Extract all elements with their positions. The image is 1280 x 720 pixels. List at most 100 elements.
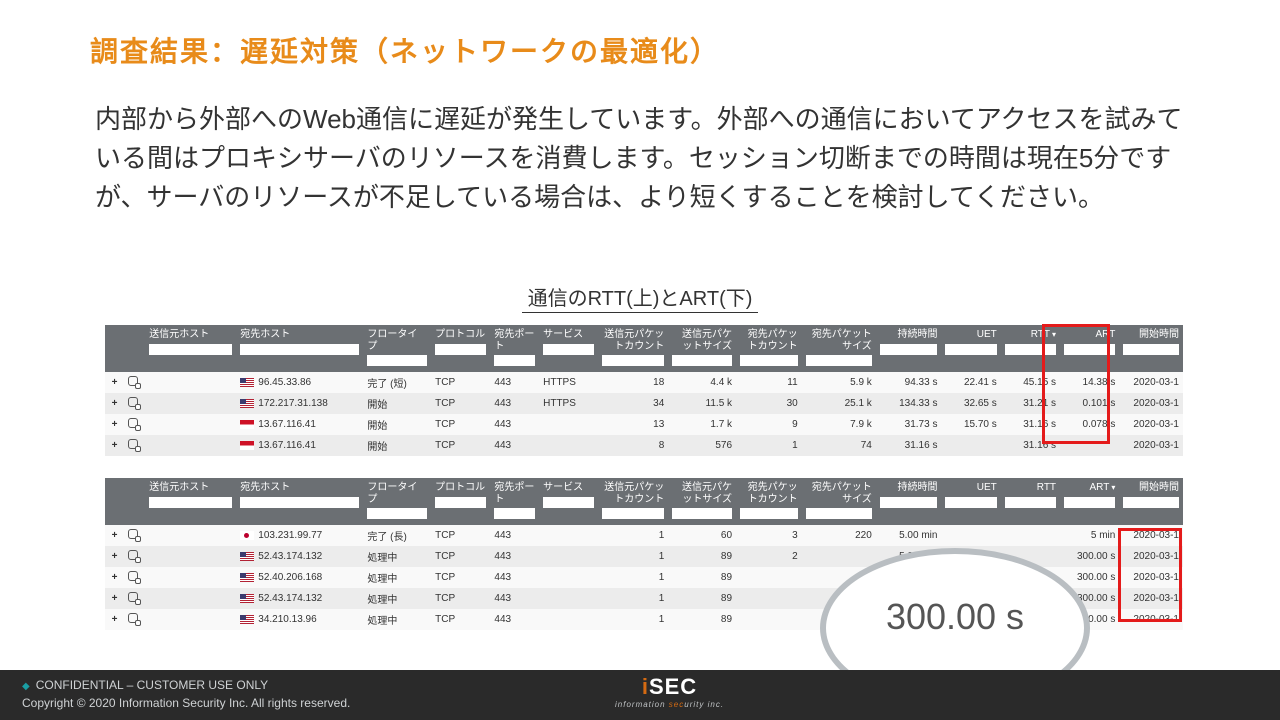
col-expand[interactable] [105, 325, 124, 372]
filter-dst[interactable] [240, 344, 359, 355]
expand-icon[interactable]: + [105, 393, 124, 414]
filter-flow[interactable] [367, 355, 427, 366]
filter-uet[interactable] [945, 344, 996, 355]
flag-icon [240, 420, 254, 429]
filter-spkt[interactable] [602, 355, 664, 366]
filter-dst[interactable] [240, 497, 359, 508]
cell-spkt: 1 [598, 546, 668, 567]
expand-icon[interactable]: + [105, 435, 124, 456]
filter-rtt[interactable] [1005, 497, 1056, 508]
flag-icon [240, 531, 254, 540]
cell-flow: 処理中 [363, 546, 431, 567]
col-flow[interactable]: フロータイプ [363, 325, 431, 372]
cell-uet: 22.41 s [941, 372, 1000, 393]
sub-caption: 通信のRTT(上)とART(下) [0, 282, 1280, 311]
col-start[interactable]: 開始時間 [1119, 325, 1183, 372]
footer-logo: iSEC information security inc. [615, 674, 724, 709]
col-svc[interactable]: サービス [539, 325, 598, 372]
col-dsize[interactable]: 宛先パケットサイズ [802, 325, 876, 372]
filter-svc[interactable] [543, 497, 594, 508]
filter-dpkt[interactable] [740, 355, 798, 366]
filter-port[interactable] [494, 355, 535, 366]
filter-dpkt[interactable] [740, 508, 798, 519]
col-svc[interactable]: サービス [539, 478, 598, 525]
col-port[interactable]: 宛先ポート [490, 478, 539, 525]
col-act[interactable] [124, 325, 145, 372]
filter-ssize[interactable] [672, 355, 732, 366]
filter-proto[interactable] [435, 497, 486, 508]
cell-src [145, 372, 236, 393]
flag-icon [240, 573, 254, 582]
col-port[interactable]: 宛先ポート [490, 325, 539, 372]
col-flow[interactable]: フロータイプ [363, 478, 431, 525]
filter-ssize[interactable] [672, 508, 732, 519]
filter-start[interactable] [1123, 344, 1179, 355]
expand-icon[interactable]: + [105, 414, 124, 435]
col-rtt[interactable]: RTT [1001, 325, 1060, 372]
table-row[interactable]: +172.217.31.138開始TCP443HTTPS3411.5 k3025… [105, 393, 1183, 414]
filter-art[interactable] [1064, 497, 1115, 508]
col-dpkt[interactable]: 宛先パケットカウント [736, 478, 802, 525]
col-uet[interactable]: UET [941, 325, 1000, 372]
expand-icon[interactable]: + [105, 609, 124, 630]
expand-icon[interactable]: + [105, 372, 124, 393]
cell-start: 2020-03-1 [1119, 567, 1183, 588]
col-spkt[interactable]: 送信元パケットカウント [598, 325, 668, 372]
link-icon [128, 418, 138, 428]
col-ssize[interactable]: 送信元パケットサイズ [668, 325, 736, 372]
zoom-callout: 300.00 s [820, 548, 1090, 668]
cell-start: 2020-03-1 [1119, 609, 1183, 630]
filter-rtt[interactable] [1005, 344, 1056, 355]
expand-icon[interactable]: + [105, 525, 124, 546]
cell-rtt: 31.16 s [1001, 414, 1060, 435]
expand-icon[interactable]: + [105, 588, 124, 609]
col-src[interactable]: 送信元ホスト [145, 325, 236, 372]
cell-svc [539, 525, 598, 546]
col-art[interactable]: ART [1060, 325, 1119, 372]
expand-icon[interactable]: + [105, 567, 124, 588]
filter-spkt[interactable] [602, 508, 664, 519]
filter-dsize[interactable] [806, 355, 872, 366]
table-row[interactable]: +13.67.116.41開始TCP443857617431.16 s31.16… [105, 435, 1183, 456]
filter-dsize[interactable] [806, 508, 872, 519]
col-dsize[interactable]: 宛先パケットサイズ [802, 478, 876, 525]
col-uet[interactable]: UET [941, 478, 1000, 525]
filter-dur[interactable] [880, 497, 938, 508]
cell-uet [941, 525, 1000, 546]
col-proto[interactable]: プロトコル [431, 325, 490, 372]
table-row[interactable]: +103.231.99.77完了 (長)TCP44316032205.00 mi… [105, 525, 1183, 546]
col-dur[interactable]: 持続時間 [876, 478, 942, 525]
col-spkt[interactable]: 送信元パケットカウント [598, 478, 668, 525]
filter-src[interactable] [149, 497, 232, 508]
col-dur[interactable]: 持続時間 [876, 325, 942, 372]
filter-dur[interactable] [880, 344, 938, 355]
filter-src[interactable] [149, 344, 232, 355]
col-dst[interactable]: 宛先ホスト [236, 325, 363, 372]
filter-art[interactable] [1064, 344, 1115, 355]
cell-start: 2020-03-1 [1119, 435, 1183, 456]
table-row[interactable]: +96.45.33.86完了 (短)TCP443HTTPS184.4 k115.… [105, 372, 1183, 393]
filter-flow[interactable] [367, 508, 427, 519]
flag-icon [240, 399, 254, 408]
cell-proto: TCP [431, 546, 490, 567]
expand-icon[interactable]: + [105, 546, 124, 567]
col-dst[interactable]: 宛先ホスト [236, 478, 363, 525]
col-start[interactable]: 開始時間 [1119, 478, 1183, 525]
filter-port[interactable] [494, 508, 535, 519]
filter-uet[interactable] [945, 497, 996, 508]
col-ssize[interactable]: 送信元パケットサイズ [668, 478, 736, 525]
col-rtt[interactable]: RTT [1001, 478, 1060, 525]
col-proto[interactable]: プロトコル [431, 478, 490, 525]
col-dpkt[interactable]: 宛先パケットカウント [736, 325, 802, 372]
table-row[interactable]: +13.67.116.41開始TCP443131.7 k97.9 k31.73 … [105, 414, 1183, 435]
filter-start[interactable] [1123, 497, 1179, 508]
cell-flow: 処理中 [363, 567, 431, 588]
col-expand[interactable] [105, 478, 124, 525]
filter-svc[interactable] [543, 344, 594, 355]
filter-proto[interactable] [435, 344, 486, 355]
cell-dst: 172.217.31.138 [236, 393, 363, 414]
col-art[interactable]: ART [1060, 478, 1119, 525]
cell-proto: TCP [431, 609, 490, 630]
col-act[interactable] [124, 478, 145, 525]
col-src[interactable]: 送信元ホスト [145, 478, 236, 525]
